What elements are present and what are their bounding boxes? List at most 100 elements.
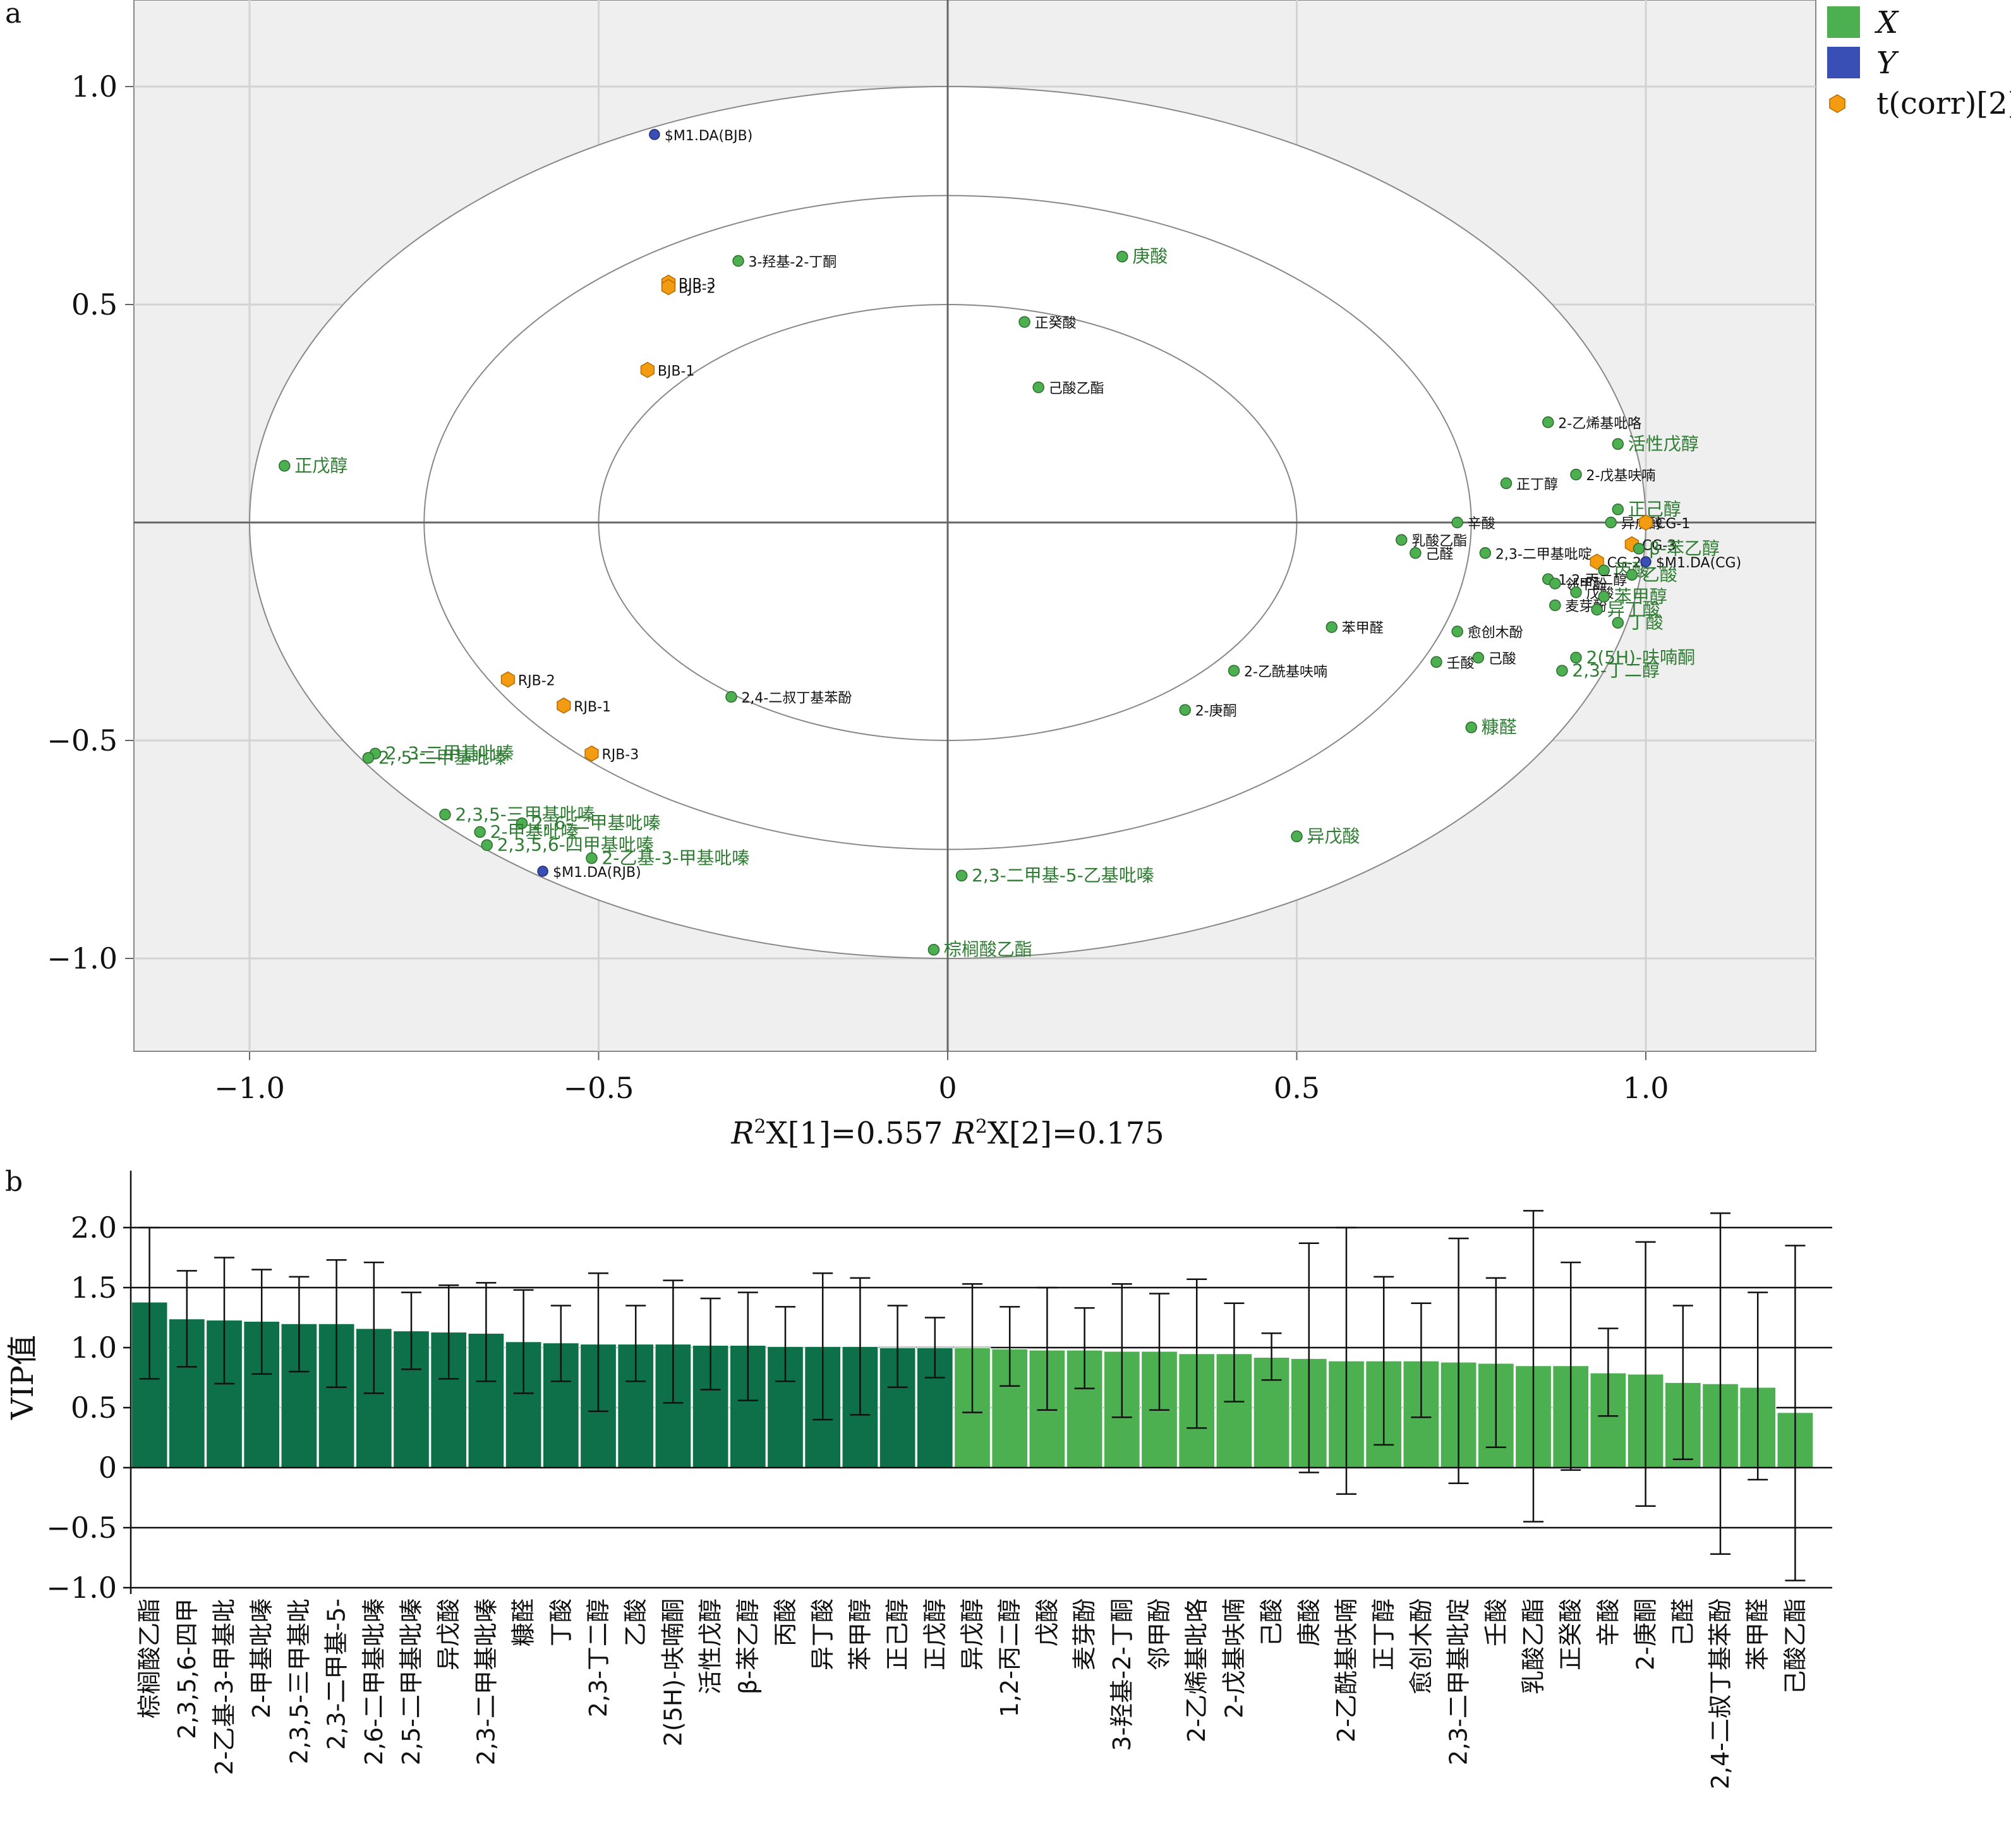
scatter-chart: −1.0 −0.5 0 0.5 1.0 1.0 0.5 −0.5 −1.0 $M1.DA(BJB… bbox=[47, 0, 2011, 1151]
point-label-33: 苯甲醛 bbox=[1342, 621, 1384, 637]
point-marker-2-9 bbox=[1542, 416, 1554, 428]
point-label-25: 1,2-丙二醇 bbox=[1558, 573, 1627, 589]
x-tick-label-2: 0 bbox=[938, 1071, 957, 1105]
bar-y-tick-label-0: 2.0 bbox=[71, 1211, 117, 1245]
point-marker-item-14 bbox=[1605, 516, 1617, 529]
point-label-54: 异戊酸 bbox=[1307, 826, 1360, 847]
point-marker-2-3-5-6-51 bbox=[481, 839, 493, 851]
legend-label-0: X bbox=[1874, 5, 1899, 40]
category-label-5: 2,3-二甲基-5- bbox=[323, 1598, 351, 1750]
point-marker-item-16 bbox=[1451, 516, 1463, 529]
x-axis-title-part-2: X[1]=0.557 bbox=[766, 1116, 953, 1151]
point-label-28: 乙酸 bbox=[1642, 564, 1677, 585]
category-label-13: 乙酸 bbox=[622, 1598, 649, 1646]
point-marker-2-5-47 bbox=[362, 752, 375, 764]
category-label-11: 丁酸 bbox=[547, 1598, 575, 1646]
category-label-37: 乳酸乙酯 bbox=[1519, 1598, 1547, 1694]
point-label-35: 2-乙酰基呋喃 bbox=[1244, 665, 1327, 680]
category-label-1: 2,3,5,6-四甲 bbox=[173, 1598, 201, 1739]
point-label-21: 己醛 bbox=[1425, 547, 1453, 562]
point-label-47: 2, 5-二甲基吡嗪 bbox=[378, 747, 507, 768]
category-label-23: 1,2-丙二醇 bbox=[996, 1598, 1024, 1717]
category-label-7: 2,5-二甲基吡嗪 bbox=[397, 1598, 425, 1765]
point-label-38: 2(5H)-呋喃酮 bbox=[1586, 647, 1696, 668]
category-label-10: 糠醛 bbox=[510, 1598, 538, 1646]
point-marker-2-3-18 bbox=[1479, 547, 1492, 559]
point-label-34: 愈创木酚 bbox=[1468, 625, 1523, 641]
category-label-29: 2-戊基呋喃 bbox=[1220, 1598, 1248, 1718]
point-marker-item-28 bbox=[1626, 569, 1638, 581]
y-tick-label-3: −1.0 bbox=[47, 941, 118, 975]
point-marker-item-5 bbox=[1116, 250, 1128, 263]
point-marker-item-27 bbox=[1570, 586, 1582, 598]
x-axis-title-part-4: 2 bbox=[975, 1116, 987, 1138]
point-marker-item-41 bbox=[1465, 722, 1477, 734]
point-label-12: 正丁醇 bbox=[1516, 477, 1558, 493]
point-label-50: 2-甲基吡嗪 bbox=[490, 821, 579, 842]
category-label-15: 活性戊醇 bbox=[697, 1598, 725, 1694]
point-label-4: 3-羟基-2-丁酮 bbox=[749, 255, 837, 270]
x-axis-title-part-3: R bbox=[952, 1116, 975, 1151]
point-label-9: 2-乙烯基吡咯 bbox=[1558, 416, 1641, 432]
category-label-24: 戊酸 bbox=[1033, 1598, 1061, 1646]
point-marker-item-29 bbox=[1549, 599, 1561, 612]
point-marker-2-3-39 bbox=[1556, 665, 1568, 677]
category-label-25: 麦芽酚 bbox=[1071, 1598, 1099, 1670]
point-label-11: 2-戊基呋喃 bbox=[1586, 468, 1656, 484]
category-label-36: 壬酸 bbox=[1482, 1598, 1510, 1646]
y-tick-label-1: 0.5 bbox=[71, 287, 118, 322]
category-label-18: 异丁酸 bbox=[809, 1598, 836, 1670]
y-tick-label-0: 1.0 bbox=[71, 69, 118, 104]
category-label-3: 2-甲基吡嗪 bbox=[248, 1598, 275, 1718]
category-label-8: 异戊酸 bbox=[435, 1598, 462, 1670]
point-label-18: 2,3-二甲基吡啶 bbox=[1495, 547, 1592, 562]
category-label-17: 丙酸 bbox=[771, 1598, 799, 1646]
point-marker-item-23 bbox=[1598, 564, 1610, 577]
point-marker-item-33 bbox=[1326, 621, 1338, 633]
point-marker-item-17 bbox=[1396, 534, 1408, 546]
bar-y-tick-label-6: −1.0 bbox=[46, 1571, 117, 1605]
point-label-36: 壬酸 bbox=[1447, 656, 1475, 672]
point-marker-item-8 bbox=[279, 460, 291, 472]
point-marker-rjb-3-45 bbox=[584, 745, 599, 762]
point-label-5: 庚酸 bbox=[1132, 246, 1168, 267]
point-label-17: 乳酸乙酯 bbox=[1411, 534, 1467, 550]
point-label-46: 2, 3-二甲基吡嗪 bbox=[385, 743, 514, 764]
point-label-16: 辛酸 bbox=[1468, 516, 1495, 532]
x-tick-label-3: 0.5 bbox=[1274, 1071, 1320, 1105]
point-marker-rjb-2-43 bbox=[500, 671, 515, 688]
point-marker-3-2-4 bbox=[732, 255, 744, 267]
point-marker-2-6-49 bbox=[516, 817, 528, 830]
category-label-38: 正癸酸 bbox=[1557, 1598, 1585, 1670]
category-label-33: 正丁醇 bbox=[1370, 1598, 1398, 1670]
point-label-52: 2-乙基-3-甲基吡嗪 bbox=[601, 847, 749, 868]
category-label-0: 棕榈酸乙酯 bbox=[136, 1598, 164, 1718]
point-marker-2-3-5-48 bbox=[439, 809, 451, 821]
legend-label-1: Y bbox=[1876, 45, 1899, 81]
category-label-27: 邻甲酚 bbox=[1145, 1598, 1173, 1670]
bar-y-axis-title: VIP值 bbox=[5, 1335, 40, 1420]
x-axis-title-part-1: 2 bbox=[754, 1116, 766, 1138]
point-label-0: $M1.DA(BJB) bbox=[665, 128, 752, 144]
legend-marker-2 bbox=[1829, 94, 1845, 113]
category-label-40: 2-庚酮 bbox=[1632, 1598, 1660, 1670]
point-label-39: 2,3-丁二醇 bbox=[1572, 660, 1660, 681]
point-marker-bjb-2-2 bbox=[661, 279, 676, 296]
point-label-32: 丁酸 bbox=[1628, 612, 1664, 633]
point-label-44: RJB-1 bbox=[574, 699, 611, 715]
bar-y-tick-label-5: −0.5 bbox=[46, 1511, 117, 1545]
point-marker-2-4-42 bbox=[725, 691, 737, 703]
category-label-12: 2,3-丁二醇 bbox=[584, 1598, 612, 1717]
category-label-31: 庚酸 bbox=[1295, 1598, 1323, 1646]
bar-y-tick-label-3: 0.5 bbox=[71, 1391, 117, 1425]
point-marker-item-31 bbox=[1591, 603, 1603, 616]
point-marker-cg-1-15 bbox=[1638, 514, 1653, 531]
point-label-20: β-苯乙醇 bbox=[1649, 538, 1720, 559]
bar-category-labels: 棕榈酸乙酯 2,3,5,6-四甲 2-乙基-3-甲基吡 2-甲基吡嗪 2,3,5-三甲基… bbox=[136, 1598, 1809, 1789]
point-marker-item-21 bbox=[1410, 547, 1422, 559]
point-marker-bjb-1-3 bbox=[640, 361, 655, 378]
point-label-19: CG-3 bbox=[1642, 538, 1676, 554]
bar-error-bars bbox=[139, 1210, 1806, 1581]
